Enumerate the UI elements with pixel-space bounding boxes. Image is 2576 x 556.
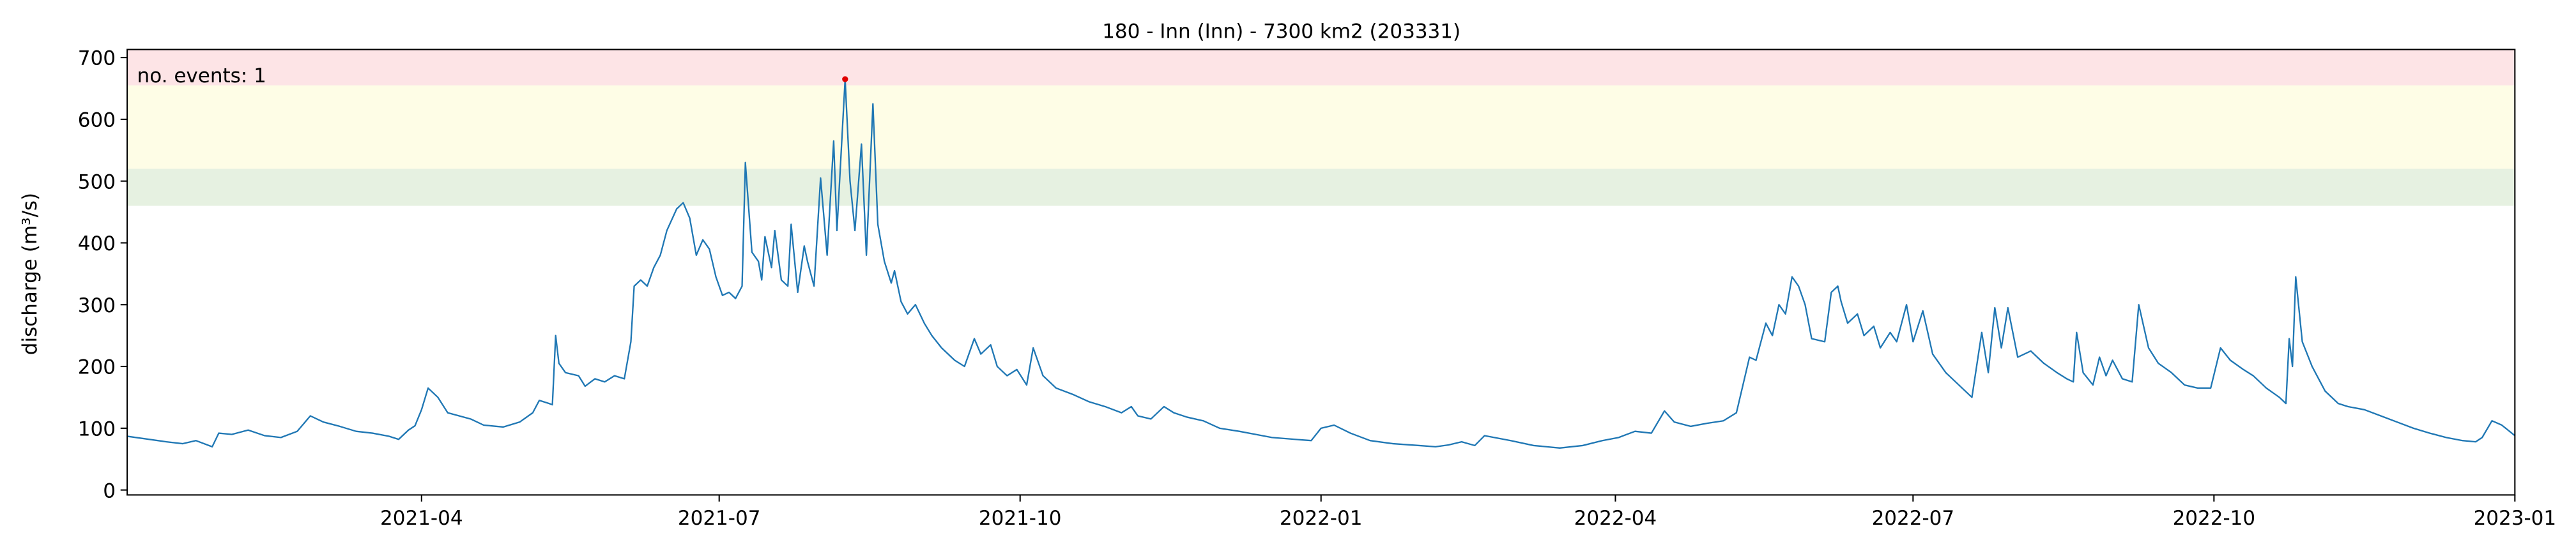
x-tick-label: 2021-07 <box>678 507 761 530</box>
y-tick-label: 600 <box>78 109 116 132</box>
threshold-band <box>127 85 2515 169</box>
y-axis-label: discharge (m³/s) <box>19 193 42 355</box>
y-tick-label: 700 <box>78 47 116 70</box>
x-tick-label: 2022-10 <box>2173 507 2256 530</box>
y-tick-label: 300 <box>78 294 116 317</box>
y-tick-label: 100 <box>78 417 116 440</box>
x-tick-label: 2022-07 <box>1872 507 1955 530</box>
y-tick-label: 500 <box>78 170 116 193</box>
threshold-band <box>127 169 2515 206</box>
discharge-line <box>126 78 2516 449</box>
chart-title: 180 - Inn (Inn) - 7300 km2 (203331) <box>1102 20 1460 43</box>
event-marker <box>842 76 848 82</box>
x-tick-label: 2023-01 <box>2474 507 2557 530</box>
x-tick-label: 2021-10 <box>979 507 1062 530</box>
x-tick-label: 2022-04 <box>1574 507 1657 530</box>
x-tick-label: 2021-04 <box>380 507 463 530</box>
y-tick-label: 400 <box>78 232 116 255</box>
y-tick-label: 200 <box>78 356 116 379</box>
threshold-band <box>127 49 2515 86</box>
x-tick-label: 2022-01 <box>1280 507 1363 530</box>
event-count: no. events: 1 <box>137 64 266 87</box>
plot-frame <box>126 49 2516 496</box>
y-tick-label: 0 <box>103 479 116 502</box>
